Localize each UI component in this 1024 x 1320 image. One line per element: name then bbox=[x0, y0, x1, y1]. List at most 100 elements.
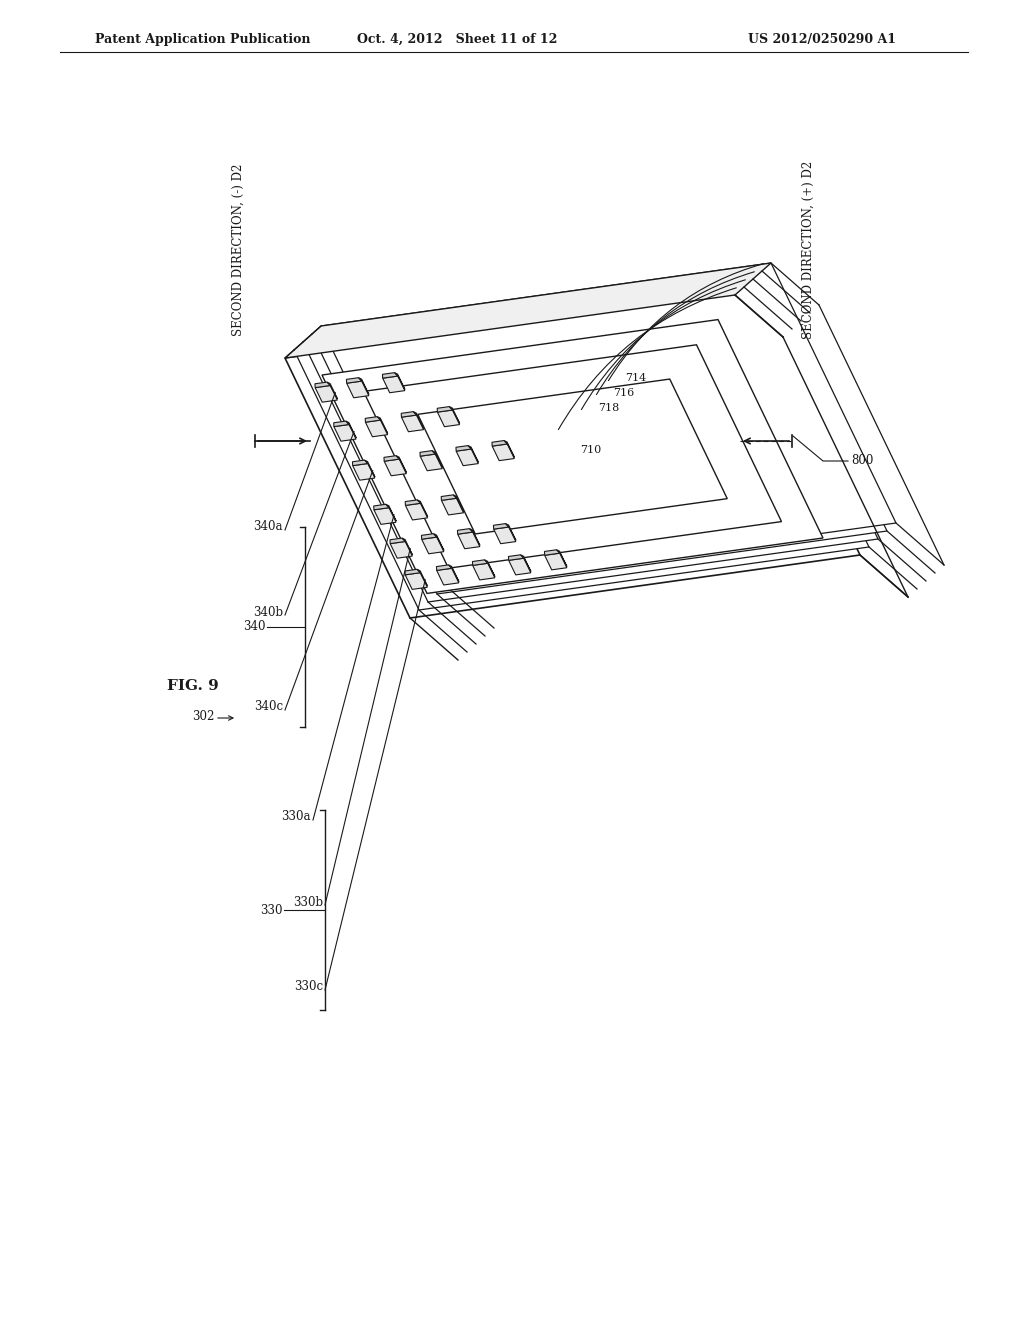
Polygon shape bbox=[285, 263, 771, 358]
Polygon shape bbox=[557, 549, 567, 566]
Polygon shape bbox=[494, 527, 516, 544]
Polygon shape bbox=[346, 378, 361, 383]
Polygon shape bbox=[545, 549, 560, 556]
Polygon shape bbox=[334, 425, 356, 441]
Text: 800: 800 bbox=[851, 454, 873, 467]
Polygon shape bbox=[382, 372, 397, 378]
Polygon shape bbox=[406, 573, 427, 590]
Text: SECOND DIRECTION, (+) D2: SECOND DIRECTION, (+) D2 bbox=[802, 161, 814, 339]
Polygon shape bbox=[449, 565, 459, 582]
Polygon shape bbox=[468, 446, 478, 462]
Polygon shape bbox=[456, 446, 471, 451]
Text: 330c: 330c bbox=[294, 981, 323, 994]
Polygon shape bbox=[472, 560, 487, 565]
Text: 716: 716 bbox=[613, 388, 634, 399]
Polygon shape bbox=[509, 558, 530, 576]
Polygon shape bbox=[334, 421, 349, 426]
Text: Oct. 4, 2012   Sheet 11 of 12: Oct. 4, 2012 Sheet 11 of 12 bbox=[357, 33, 557, 46]
Polygon shape bbox=[422, 537, 443, 554]
Text: 330a: 330a bbox=[282, 810, 311, 824]
Polygon shape bbox=[406, 500, 421, 506]
Polygon shape bbox=[494, 524, 509, 529]
Polygon shape bbox=[321, 263, 896, 586]
Polygon shape bbox=[458, 532, 480, 549]
Polygon shape bbox=[406, 503, 428, 520]
Polygon shape bbox=[433, 533, 444, 550]
Polygon shape bbox=[327, 381, 338, 399]
Polygon shape bbox=[402, 539, 413, 554]
Polygon shape bbox=[303, 279, 878, 602]
Polygon shape bbox=[390, 541, 413, 558]
Polygon shape bbox=[312, 271, 887, 594]
Text: 718: 718 bbox=[598, 403, 620, 413]
Polygon shape bbox=[374, 508, 396, 524]
Polygon shape bbox=[404, 569, 420, 574]
Polygon shape bbox=[436, 565, 452, 570]
Polygon shape bbox=[401, 412, 417, 417]
Polygon shape bbox=[437, 411, 460, 426]
Polygon shape bbox=[520, 554, 531, 572]
Polygon shape bbox=[352, 461, 368, 466]
Polygon shape bbox=[454, 495, 464, 512]
Polygon shape bbox=[492, 441, 507, 446]
Text: FIG. 9: FIG. 9 bbox=[167, 678, 219, 693]
Polygon shape bbox=[432, 450, 442, 467]
Polygon shape bbox=[418, 379, 727, 533]
Polygon shape bbox=[394, 372, 404, 389]
Text: Patent Application Publication: Patent Application Publication bbox=[95, 33, 310, 46]
Polygon shape bbox=[365, 461, 375, 477]
Polygon shape bbox=[504, 441, 514, 457]
Text: 710: 710 bbox=[580, 445, 601, 455]
Polygon shape bbox=[294, 286, 869, 610]
Polygon shape bbox=[493, 444, 514, 461]
Polygon shape bbox=[358, 378, 369, 395]
Polygon shape bbox=[386, 504, 396, 521]
Polygon shape bbox=[509, 554, 524, 560]
Polygon shape bbox=[417, 569, 427, 586]
Polygon shape bbox=[346, 421, 356, 438]
Polygon shape bbox=[450, 407, 460, 424]
Text: 302: 302 bbox=[193, 710, 214, 722]
Text: 340a: 340a bbox=[254, 520, 283, 533]
Polygon shape bbox=[437, 407, 453, 412]
Text: SECOND DIRECTION, (-) D2: SECOND DIRECTION, (-) D2 bbox=[231, 164, 245, 337]
Polygon shape bbox=[441, 498, 464, 515]
Polygon shape bbox=[456, 449, 478, 466]
Polygon shape bbox=[473, 564, 495, 579]
Polygon shape bbox=[458, 528, 473, 535]
Polygon shape bbox=[545, 553, 567, 570]
Polygon shape bbox=[441, 495, 457, 500]
Polygon shape bbox=[390, 539, 406, 544]
Polygon shape bbox=[414, 412, 424, 429]
Polygon shape bbox=[322, 319, 823, 594]
Polygon shape bbox=[436, 569, 459, 585]
Polygon shape bbox=[484, 560, 495, 577]
Polygon shape bbox=[347, 381, 369, 397]
Polygon shape bbox=[418, 500, 428, 516]
Text: 330: 330 bbox=[260, 903, 283, 916]
Text: 330b: 330b bbox=[293, 895, 323, 908]
Text: 340: 340 bbox=[244, 620, 266, 634]
Polygon shape bbox=[422, 533, 437, 539]
Polygon shape bbox=[420, 454, 442, 471]
Text: 340b: 340b bbox=[253, 606, 283, 619]
Polygon shape bbox=[352, 463, 375, 480]
Polygon shape bbox=[366, 417, 381, 422]
Polygon shape bbox=[364, 345, 781, 568]
Text: US 2012/0250290 A1: US 2012/0250290 A1 bbox=[748, 33, 896, 46]
Polygon shape bbox=[506, 524, 516, 540]
Polygon shape bbox=[315, 385, 337, 403]
Text: 340c: 340c bbox=[254, 701, 283, 714]
Polygon shape bbox=[377, 417, 388, 433]
Polygon shape bbox=[285, 294, 860, 618]
Polygon shape bbox=[420, 450, 435, 457]
Polygon shape bbox=[401, 414, 424, 432]
Polygon shape bbox=[383, 376, 404, 393]
Polygon shape bbox=[366, 420, 387, 437]
Polygon shape bbox=[470, 528, 480, 545]
Polygon shape bbox=[374, 504, 389, 510]
Polygon shape bbox=[315, 381, 331, 388]
Polygon shape bbox=[384, 459, 407, 475]
Polygon shape bbox=[384, 455, 399, 461]
Text: 714: 714 bbox=[625, 374, 646, 383]
